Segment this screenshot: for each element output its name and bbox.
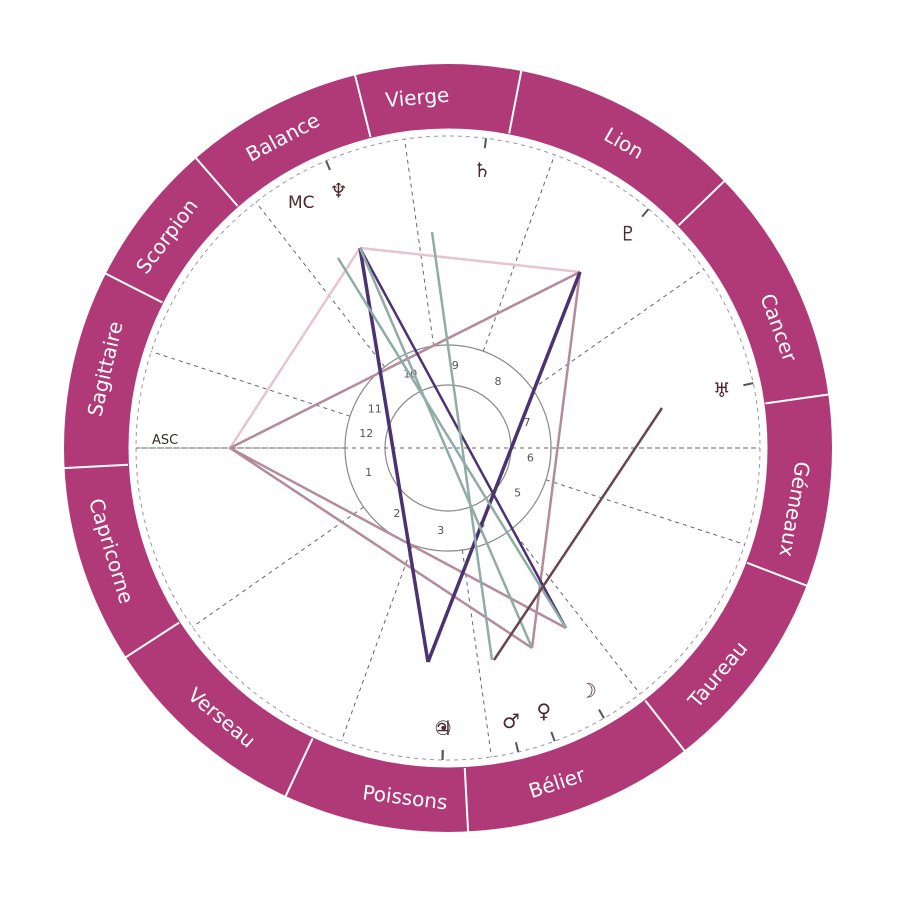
sign-divider [194, 156, 240, 208]
house-number: 6 [527, 452, 534, 465]
house-cusp-line [532, 268, 704, 390]
sign-divider [643, 698, 686, 752]
house-number: 2 [393, 507, 400, 520]
sign-divider [745, 561, 808, 587]
house-number: 9 [452, 359, 459, 372]
moon-icon: ☽ [579, 678, 597, 702]
house-number: 1 [365, 466, 372, 479]
aspect-line [426, 271, 582, 663]
sign-divider [507, 69, 523, 136]
aspect-line [358, 247, 568, 629]
sign-divider [63, 463, 130, 470]
house-cusp-line [482, 154, 556, 352]
house-number: 5 [514, 487, 521, 500]
zodiac-sign-label: Vierge [384, 83, 450, 112]
house-number: 3 [437, 524, 444, 537]
aspect-line [229, 446, 533, 650]
house-cusp-lines [136, 138, 760, 758]
house-cusp-line [340, 544, 414, 742]
house-number: 8 [494, 375, 501, 388]
neptune-icon: ♆ [330, 178, 348, 202]
planet-position-tick [483, 138, 488, 149]
ring-band [64, 64, 832, 832]
planet-glyphs: ♄ ♆ ♇ ♅ ☽ ♀ ♂ ♃☉ [325, 138, 754, 760]
aspect-line [359, 246, 581, 274]
planet-position-tick [514, 742, 520, 753]
aspect-line [492, 407, 664, 661]
sign-divider [284, 736, 315, 798]
house-cusp-line [255, 201, 385, 368]
aspect-line [336, 257, 568, 629]
sign-divider [463, 766, 470, 833]
planet-position-tick [641, 208, 650, 218]
asc-label: ASC [152, 433, 178, 448]
sign-divider [763, 393, 830, 405]
house-cusp-line [545, 479, 745, 545]
jupiter-icon: ♃ [434, 716, 452, 740]
saturn-icon: ♄ [473, 158, 491, 182]
house-cusp-line [461, 549, 492, 758]
venus-icon: ♀ [536, 699, 551, 723]
pluto-icon: ♇ [619, 222, 637, 246]
house-number: 7 [523, 416, 530, 429]
sign-divider [104, 272, 165, 305]
aspect-line [430, 231, 494, 661]
house-cusp-line [192, 506, 364, 628]
uranus-icon: ♅ [713, 378, 731, 402]
house-cusp-line [511, 528, 641, 695]
sign-divider [353, 74, 372, 139]
aspect-lines [228, 231, 664, 663]
house-number: 11 [368, 403, 382, 416]
mars-icon: ♂ [502, 709, 520, 733]
planet-position-tick [743, 382, 754, 387]
house-number: 12 [359, 427, 373, 440]
aspect-line [229, 270, 581, 450]
planet-position-tick [325, 160, 331, 171]
aspect-line [358, 247, 430, 663]
mc-label: MC [288, 193, 315, 213]
sun-icon: ☉ [434, 716, 452, 740]
sign-divider [124, 620, 182, 659]
house-cusp-line [404, 138, 435, 347]
sign-divider [676, 179, 726, 228]
planet-position-tick [550, 731, 556, 742]
planet-position-tick [598, 709, 605, 719]
aspect-line [228, 247, 362, 449]
aspect-line [358, 247, 534, 649]
